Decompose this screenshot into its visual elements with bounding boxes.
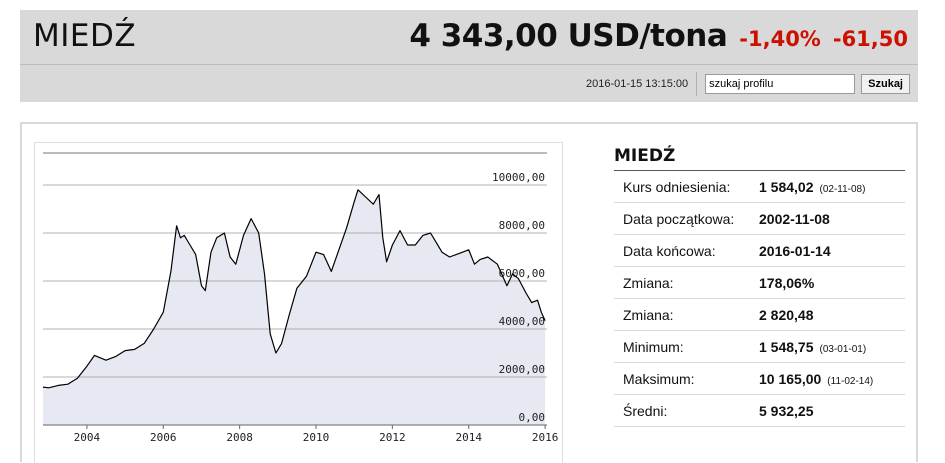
stats-value: 178,06%: [759, 266, 905, 299]
price-block: 4 343,00 USD/tona -1,40% -61,50: [409, 18, 908, 54]
x-tick-label: 2006: [150, 431, 177, 444]
search-bar: 2016-01-15 13:15:00 Szukaj: [586, 72, 910, 96]
x-tick-label: 2004: [74, 431, 101, 444]
stats-row: Zmiana: 2 820,48: [614, 298, 905, 331]
y-tick-label: 0,00: [519, 411, 546, 424]
stats-row: Średni: 5 932,25: [614, 394, 905, 427]
x-tick-label: 2008: [226, 431, 253, 444]
stats-label: Data początkowa:: [614, 202, 759, 235]
stats-value: 1 584,02 (02-11-08): [759, 170, 905, 203]
page-title: MIEDŹ: [33, 18, 137, 54]
stats-row: Data początkowa: 2002-11-08: [614, 202, 905, 235]
change-percent: -1,40%: [739, 27, 821, 51]
stats-label: Zmiana:: [614, 298, 759, 331]
y-tick-label: 2000,00: [499, 363, 545, 376]
stats-row: Maksimum: 10 165,00 (11-02-14): [614, 362, 905, 395]
chart-svg: 0,00 2000,00 4000,00 6000,00 8000,00 10000,00…: [42, 152, 559, 444]
stats-value: 1 548,75 (03-01-01): [759, 330, 905, 363]
change-absolute: -61,50: [832, 27, 908, 51]
search-input[interactable]: [705, 74, 856, 94]
stats-value: 2016-01-14: [759, 234, 905, 267]
stats-title: MIEDŹ: [614, 146, 676, 166]
stats-label: Zmiana:: [614, 266, 759, 299]
header-bar: MIEDŹ 4 343,00 USD/tona -1,40% -61,50 20…: [20, 10, 918, 102]
price-line: [42, 189, 546, 389]
x-tick-label: 2012: [379, 431, 406, 444]
current-price: 4 343,00 USD/tona: [409, 18, 728, 54]
stats-row: Data końcowa: 2016-01-14: [614, 234, 905, 267]
stats-value: 2002-11-08: [759, 202, 905, 235]
chart-area-fill: [43, 189, 546, 425]
y-tick-label: 8000,00: [499, 219, 545, 232]
quote-datetime: 2016-01-15 13:15:00: [586, 72, 698, 96]
stats-label: Średni:: [614, 394, 759, 427]
x-tick-label: 2014: [455, 431, 482, 444]
x-tick-label: 2010: [303, 431, 330, 444]
stats-value: 5 932,25: [759, 394, 905, 427]
stats-row: Minimum: 1 548,75 (03-01-01): [614, 330, 905, 363]
stats-row: Zmiana: 178,06%: [614, 266, 905, 299]
stats-value: 10 165,00 (11-02-14): [759, 362, 905, 395]
stats-label: Minimum:: [614, 330, 759, 363]
price-chart: 0,00 2000,00 4000,00 6000,00 8000,00 10000,00…: [34, 142, 563, 463]
stats-label: Kurs odniesienia:: [614, 170, 759, 203]
stats-label: Data końcowa:: [614, 234, 759, 267]
stats-value: 2 820,48: [759, 298, 905, 331]
header-divider: [20, 64, 918, 65]
stats-row: Kurs odniesienia: 1 584,02 (02-11-08): [614, 170, 905, 203]
x-tick-label: 2016: [532, 431, 559, 444]
search-button[interactable]: Szukaj: [861, 74, 910, 94]
y-tick-label: 4000,00: [499, 315, 545, 328]
stats-panel: MIEDŹ Kurs odniesienia: 1 584,02 (02-11-08…: [614, 142, 905, 427]
y-tick-label: 6000,00: [499, 267, 545, 280]
content-panel: [20, 122, 918, 462]
stats-label: Maksimum:: [614, 362, 759, 395]
y-tick-label: 10000,00: [492, 171, 545, 184]
stats-table: Kurs odniesienia: 1 584,02 (02-11-08) Data…: [614, 170, 905, 427]
